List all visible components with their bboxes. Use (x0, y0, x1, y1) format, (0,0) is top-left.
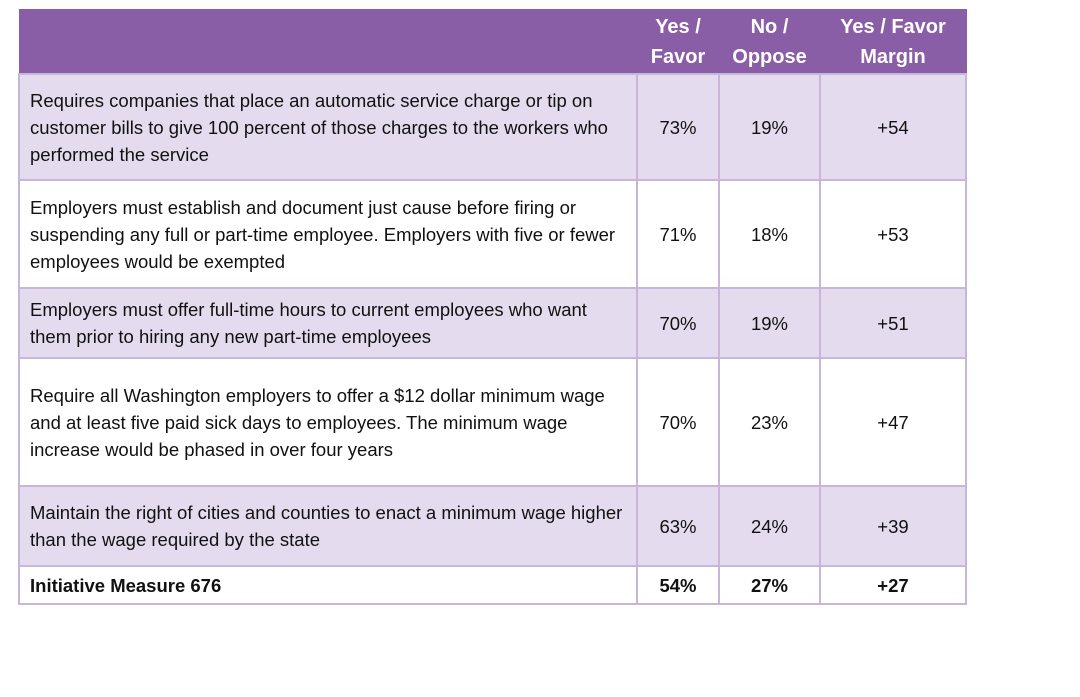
table-body: Requires companies that place an automat… (18, 73, 967, 605)
row-margin-value: +39 (819, 485, 967, 567)
row-no-value: 27% (718, 565, 821, 605)
table-row: Require all Washington employers to offe… (18, 357, 967, 487)
row-yes-value: 70% (636, 287, 720, 359)
header-row: Yes / Favor No / Oppose Yes / Favor Marg… (18, 9, 967, 75)
row-no-value: 19% (718, 287, 821, 359)
table-row: Requires companies that place an automat… (18, 73, 967, 181)
row-no-value: 24% (718, 485, 821, 567)
row-margin-value: +51 (819, 287, 967, 359)
row-no-value: 19% (718, 73, 821, 181)
row-yes-value: 73% (636, 73, 720, 181)
header-yes-line1: Yes / (655, 15, 701, 38)
row-description: Require all Washington employers to offe… (18, 357, 638, 487)
row-no-value: 18% (718, 179, 821, 289)
header-no-line2: Oppose (732, 45, 807, 68)
row-description: Employers must establish and document ju… (18, 179, 638, 289)
header-no-oppose: No / Oppose (718, 9, 821, 75)
row-margin-value: +54 (819, 73, 967, 181)
table-row: Employers must offer full-time hours to … (18, 287, 967, 359)
row-description: Employers must offer full-time hours to … (18, 287, 638, 359)
row-margin-value: +47 (819, 357, 967, 487)
table-header: Yes / Favor No / Oppose Yes / Favor Marg… (18, 9, 967, 75)
header-no-line1: No / (750, 15, 789, 38)
row-yes-value: 71% (636, 179, 720, 289)
row-yes-value: 70% (636, 357, 720, 487)
header-yes-favor: Yes / Favor (636, 9, 720, 75)
table-row: Employers must establish and document ju… (18, 179, 967, 289)
header-description (18, 9, 638, 75)
table-row: Maintain the right of cities and countie… (18, 485, 967, 567)
row-description: Requires companies that place an automat… (18, 73, 638, 181)
poll-results-table: Yes / Favor No / Oppose Yes / Favor Marg… (18, 9, 967, 605)
row-margin-value: +27 (819, 565, 967, 605)
row-yes-value: 54% (636, 565, 720, 605)
table-row-total: Initiative Measure 676 54% 27% +27 (18, 565, 967, 605)
row-description: Initiative Measure 676 (18, 565, 638, 605)
header-margin-line2: Margin (860, 45, 926, 68)
row-no-value: 23% (718, 357, 821, 487)
header-yes-line2: Favor (650, 45, 706, 68)
row-margin-value: +53 (819, 179, 967, 289)
row-description: Maintain the right of cities and countie… (18, 485, 638, 567)
header-margin-line1: Yes / Favor (840, 15, 946, 38)
header-margin: Yes / Favor Margin (819, 9, 967, 75)
row-yes-value: 63% (636, 485, 720, 567)
